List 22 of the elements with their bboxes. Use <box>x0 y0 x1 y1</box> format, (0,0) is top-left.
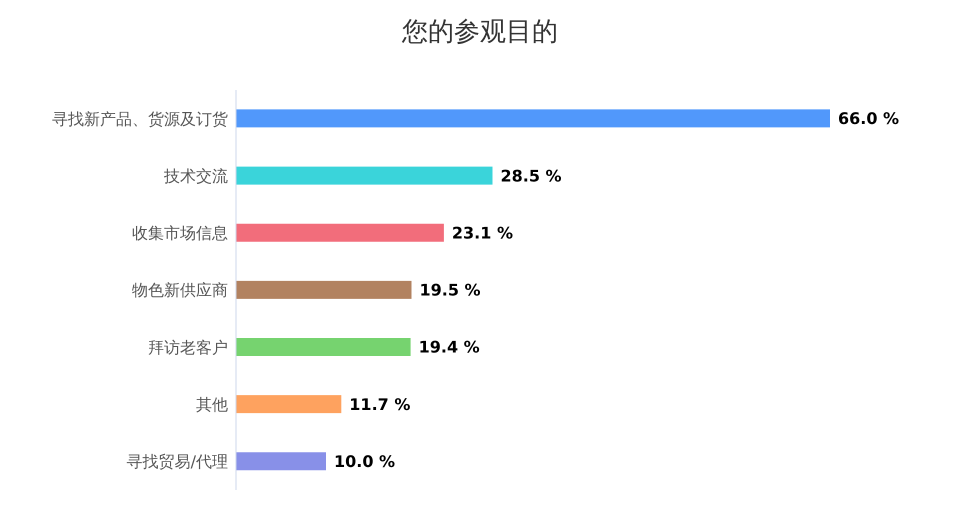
data-label: 19.4 % <box>418 338 480 357</box>
y-tick-label: 物色新供应商 <box>132 280 228 300</box>
bar <box>236 224 444 242</box>
data-label: 10.0 % <box>334 452 396 471</box>
data-label: 28.5 % <box>500 166 562 186</box>
bar <box>236 280 412 299</box>
data-label: 19.5 % <box>420 280 481 300</box>
y-tick-label: 拜访老客户 <box>148 338 228 357</box>
y-tick-label: 收集市场信息 <box>132 224 228 243</box>
data-label: 23.1 % <box>452 223 513 242</box>
bar <box>236 109 830 128</box>
y-tick-label: 寻找新产品、货源及订货 <box>52 109 228 128</box>
y-tick-label: 技术交流 <box>163 166 228 186</box>
y-tick-label: 其他 <box>196 394 228 414</box>
data-label: 11.7 % <box>349 394 410 414</box>
y-tick-label: 寻找贸易/代理 <box>126 452 228 472</box>
bar <box>236 452 326 470</box>
bar <box>236 338 411 356</box>
bar <box>236 166 492 185</box>
bar <box>236 395 342 414</box>
data-label: 66.0 % <box>838 109 900 128</box>
chart-title: 您的参观目的 <box>401 16 559 49</box>
